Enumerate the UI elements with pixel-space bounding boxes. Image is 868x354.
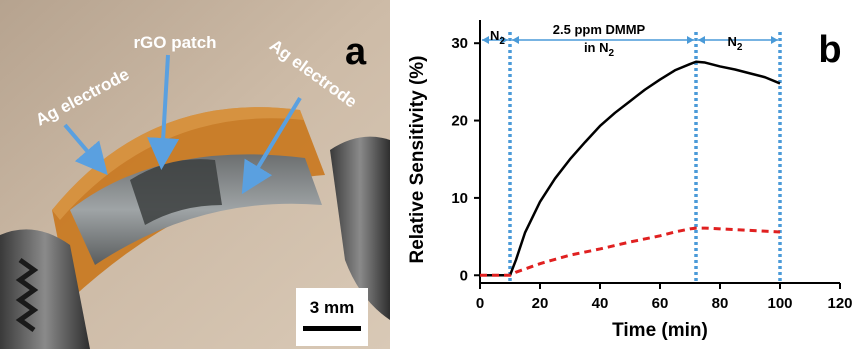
chart-vlines (482, 32, 782, 283)
scalebar (303, 326, 361, 331)
scalebar-box (296, 288, 368, 346)
device-photo: rGO patch Ag electrode Ag electrode a 3 … (0, 0, 390, 349)
phase-arrow-n2-right-head-right (771, 36, 778, 44)
chart-annotations: N2 2.5 ppm DMMP in N2 N2 b (490, 22, 842, 71)
series-line-2 (480, 226, 781, 277)
photo-panel-a: rGO patch Ag electrode Ag electrode a 3 … (0, 0, 390, 349)
phase-arrow-dmmp-head-left (512, 36, 519, 44)
phase-arrow-dmmp-head-right (687, 36, 694, 44)
annot-dmmp-line1: 2.5 ppm DMMP (553, 22, 646, 37)
chart-series (480, 60, 781, 277)
annot-dmmp-line2-text: in N (584, 40, 609, 55)
chart-panel-b: 0 20 40 60 80 100 120 0 10 20 30 Time (min) Relative… (390, 0, 868, 349)
clamp-teeth (15, 257, 39, 333)
right-clamp (330, 136, 390, 320)
annot-n2-right: N2 (728, 34, 743, 53)
scalebar-label: 3 mm (310, 298, 354, 317)
x-tick-label: 20 (532, 295, 549, 312)
annot-n2-left-sub: 2 (499, 36, 505, 47)
phase-arrow-n2-left-head-left (482, 36, 489, 44)
phase-arrow-n2-left-head-right (501, 36, 508, 44)
sensitivity-chart: 0 20 40 60 80 100 120 0 10 20 30 Time (min) Relative… (407, 20, 853, 341)
y-tick-label: 10 (451, 190, 468, 207)
arrow-ag-right (241, 96, 302, 195)
x-tick-label: 80 (712, 295, 729, 312)
annot-dmmp-line2-sub: 2 (609, 48, 615, 59)
panel-letter-b: b (818, 29, 841, 71)
x-tick-label: 100 (767, 295, 792, 312)
y-axis-title: Relative Sensitivity (%) (407, 55, 428, 263)
y-tick-label: 30 (451, 35, 468, 52)
annot-n2-right-sub: 2 (737, 42, 743, 53)
annot-n2-left-text: N (490, 28, 499, 43)
x-tick-label: 40 (592, 295, 609, 312)
rgo-patch-region (130, 159, 222, 225)
y-tick-label: 20 (451, 113, 468, 130)
chart-axes: 0 20 40 60 80 100 120 0 10 20 30 Time (min) Relative… (407, 20, 853, 341)
annot-dmmp-line2: in N2 (584, 40, 615, 59)
x-tick-label: 120 (827, 295, 852, 312)
arrow-rgo (147, 54, 180, 170)
annot-n2-left: N2 (490, 28, 505, 47)
annot-n2-right-text: N (728, 34, 737, 49)
x-tick-label: 60 (652, 295, 669, 312)
phase-arrow-n2-right-head-left (698, 36, 705, 44)
x-tick-label: 0 (476, 295, 484, 312)
arrow-ag-left (63, 123, 108, 176)
y-tick-label: 0 (460, 267, 468, 284)
series-line-1 (480, 60, 781, 277)
panel-letter-a: a (345, 31, 367, 73)
x-axis-title: Time (min) (612, 320, 708, 341)
rgo-patch-label: rGO patch (133, 33, 216, 52)
